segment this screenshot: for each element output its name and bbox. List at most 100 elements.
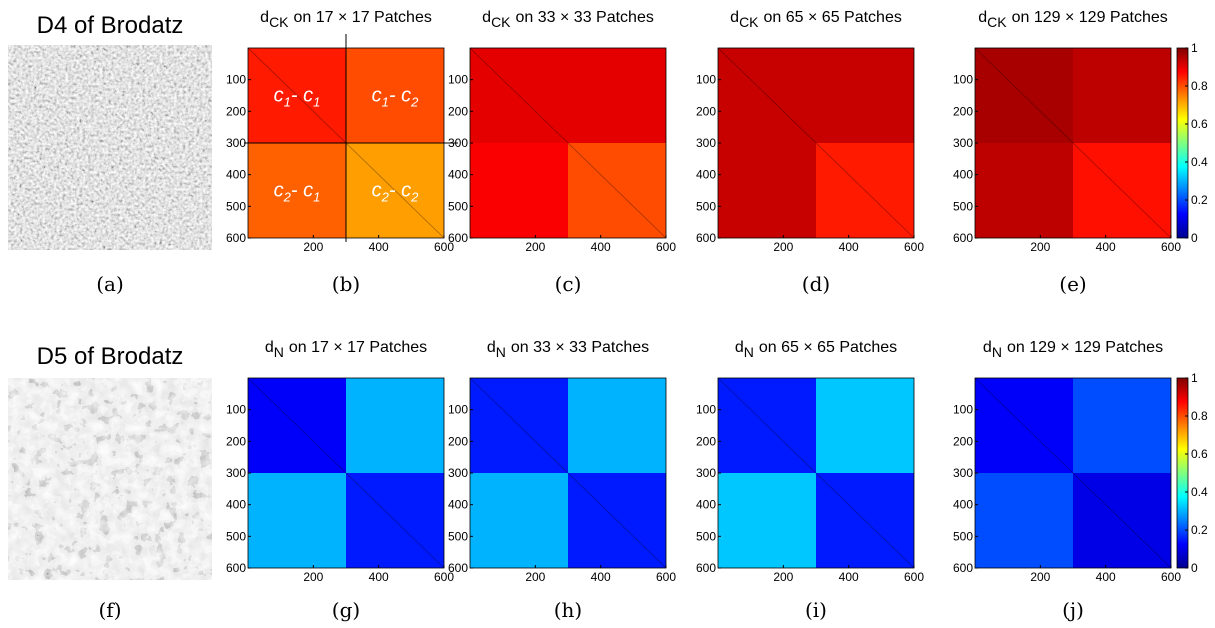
y-tick-label: 100 (696, 73, 716, 87)
colorbar-tick-label: 1 (1191, 41, 1198, 55)
heatmap-block (816, 473, 914, 568)
x-tick-label: 600 (904, 240, 924, 254)
diagonal (469, 377, 667, 569)
annotation-subscript: 2 (410, 190, 419, 205)
y-tick-label: 600 (953, 231, 973, 245)
heatmap-block (248, 378, 346, 473)
title-subscript: N (274, 344, 284, 360)
annotation-text: - c (291, 180, 313, 202)
y-tick-label: 200 (448, 434, 468, 448)
title-rest: on 17 × 17 Patches (294, 9, 432, 26)
annotation: c1- c1 (274, 85, 321, 110)
title-subscript: N (496, 344, 506, 360)
colorbar-tick-label: 0.8 (1191, 79, 1208, 93)
annotation-subscript: 1 (313, 95, 320, 110)
annotation-text: - c (389, 85, 411, 107)
title-main: d (260, 9, 269, 26)
y-tick-label: 400 (448, 498, 468, 512)
colorbar-tick-label: 1 (1191, 371, 1198, 385)
title-main: d (730, 9, 739, 26)
heatmap-block (1073, 143, 1171, 238)
heatmap-block (718, 378, 816, 473)
y-tick-label: 400 (226, 498, 246, 512)
annotation-subscript: 2 (410, 95, 419, 110)
y-tick-label: 100 (953, 403, 973, 417)
heatmap-block (975, 48, 1073, 143)
caption: (c) (555, 272, 582, 296)
y-tick-label: 100 (448, 403, 468, 417)
caption: (i) (805, 598, 827, 622)
x-tick-label: 600 (656, 240, 676, 254)
chart-title: dN on 17 × 17 Patches (265, 339, 427, 360)
y-tick-label: 600 (448, 231, 468, 245)
heatmap-block (568, 48, 666, 143)
heatmap-block (470, 48, 568, 143)
heatmap-block (346, 378, 444, 473)
y-tick-label: 100 (226, 73, 246, 87)
y-tick-label: 200 (226, 104, 246, 118)
texture-image (8, 45, 212, 250)
heatmap-block (470, 143, 568, 238)
diagonal (974, 47, 1172, 239)
title-rest: on 65 × 65 Patches (759, 339, 897, 356)
y-tick-label: 300 (226, 136, 246, 150)
y-tick-label: 200 (448, 104, 468, 118)
y-tick-label: 600 (226, 561, 246, 575)
title-main: d (978, 9, 987, 26)
caption: (g) (332, 598, 360, 622)
x-tick-label: 400 (1096, 240, 1116, 254)
heatmap-block (816, 378, 914, 473)
heatmap-block (568, 143, 666, 238)
caption: (d) (802, 272, 830, 296)
y-tick-label: 400 (226, 168, 246, 182)
diagonal (717, 377, 915, 569)
x-tick-label: 400 (839, 570, 859, 584)
chart-title: dCK on 33 × 33 Patches (482, 9, 654, 30)
y-tick-label: 300 (696, 466, 716, 480)
heatmap-block (718, 48, 816, 143)
annotation-subscript: 1 (313, 190, 320, 205)
colorbar (1176, 377, 1189, 569)
heatmap-block (1073, 473, 1171, 568)
y-tick-label: 100 (953, 73, 973, 87)
x-tick-label: 600 (434, 240, 454, 254)
x-tick-label: 200 (1030, 570, 1050, 584)
colorbar (1176, 47, 1189, 239)
x-tick-label: 600 (1161, 240, 1181, 254)
chart-title: dCK on 17 × 17 Patches (260, 9, 432, 30)
colorbar-tick-label: 0.2 (1191, 523, 1208, 537)
annotation-text: c (274, 180, 284, 202)
y-tick-label: 600 (696, 231, 716, 245)
title-subscript: N (992, 344, 1002, 360)
title-main: d (487, 339, 496, 356)
annotation-text: - c (389, 180, 411, 202)
y-tick-label: 400 (448, 168, 468, 182)
x-tick-label: 400 (591, 570, 611, 584)
y-tick-label: 300 (448, 466, 468, 480)
caption: (e) (1059, 272, 1086, 296)
heatmap-block (975, 143, 1073, 238)
heatmap-block (248, 473, 346, 568)
x-tick-label: 400 (369, 570, 389, 584)
caption: (a) (96, 272, 124, 296)
y-tick-label: 400 (696, 168, 716, 182)
title-main: d (265, 339, 274, 356)
heatmap-block (975, 473, 1073, 568)
heatmap-block (1073, 378, 1171, 473)
y-tick-label: 300 (953, 136, 973, 150)
diagonal (717, 47, 915, 239)
annotation: c2- c1 (274, 180, 321, 205)
x-tick-label: 200 (303, 570, 323, 584)
y-tick-label: 500 (226, 529, 246, 543)
colorbar-tick-label: 0.8 (1191, 409, 1208, 423)
heatmap-block (248, 48, 346, 143)
title-rest: on 129 × 129 Patches (1007, 339, 1163, 356)
x-tick-label: 400 (591, 240, 611, 254)
title-subscript: CK (491, 14, 511, 30)
x-tick-label: 200 (303, 240, 323, 254)
title-rest: on 33 × 33 Patches (511, 339, 649, 356)
caption: (f) (98, 598, 121, 622)
y-tick-label: 500 (953, 199, 973, 213)
caption: (b) (332, 272, 360, 296)
y-tick-label: 300 (448, 136, 468, 150)
